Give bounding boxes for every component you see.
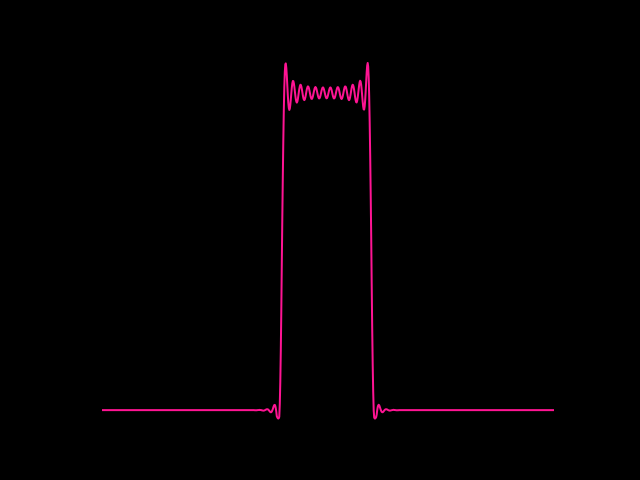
series-line-0 — [101, 62, 555, 420]
series-layer — [101, 62, 555, 420]
